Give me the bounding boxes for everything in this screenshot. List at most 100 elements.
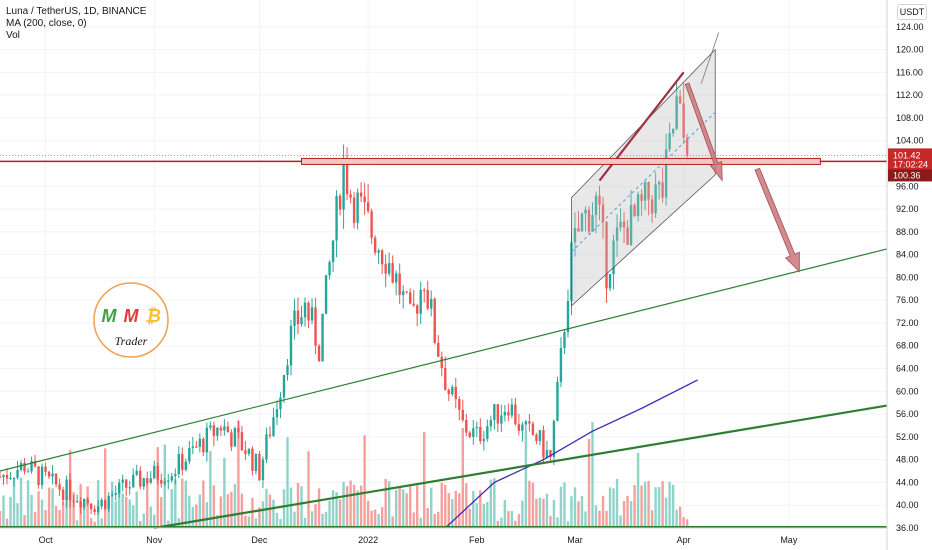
candle-body: [107, 495, 110, 509]
volume-bar: [181, 478, 184, 528]
time-axis[interactable]: Oct Nov Dec 2022 Feb Mar Apr May: [0, 527, 887, 545]
volume-bar: [398, 488, 401, 528]
volume-bar: [671, 484, 675, 528]
volume-bar: [321, 513, 324, 528]
candle-body: [587, 209, 591, 232]
volume-bar: [110, 481, 114, 528]
level-price-tag: [888, 169, 932, 182]
candle-body: [93, 509, 96, 513]
candle-body: [454, 386, 457, 400]
candle-body: [331, 240, 335, 263]
volume-bar: [160, 497, 163, 528]
candle-body: [524, 421, 528, 425]
candle-body: [100, 499, 103, 507]
volume-bar: [30, 494, 33, 528]
volume-bar: [345, 486, 349, 528]
candle-body: [30, 460, 33, 472]
candle-body: [254, 453, 258, 472]
volume-bar: [19, 477, 23, 528]
candle-body: [531, 423, 535, 435]
time-tick-label: Dec: [251, 535, 268, 545]
volume-bar: [89, 518, 93, 528]
candle-body: [664, 149, 668, 198]
candle-body: [377, 250, 380, 253]
candle-body: [272, 417, 275, 436]
volume-bar: [156, 447, 159, 528]
candle-body: [293, 310, 296, 326]
price-tick-label: 108.00: [896, 113, 924, 123]
candle-body: [258, 453, 261, 481]
logo-circle: [93, 282, 169, 358]
volume-bar: [387, 481, 391, 528]
candle-body: [219, 427, 223, 431]
candle-body: [426, 289, 429, 309]
volume-bar: [132, 505, 135, 528]
volume-bar: [142, 513, 145, 528]
candle-body: [132, 474, 135, 488]
volume-bar: [426, 508, 429, 528]
volume-bar: [289, 487, 293, 528]
candle-body: [96, 506, 100, 513]
volume-bar: [549, 515, 552, 528]
volume-bar: [475, 503, 479, 528]
candle-body: [577, 228, 580, 232]
volume-bar: [279, 518, 282, 528]
candle-body: [479, 427, 482, 442]
ma-indicator-label[interactable]: MA (200, close, 0): [6, 18, 87, 29]
candle-body: [559, 347, 563, 382]
candle-body: [682, 103, 685, 138]
volume-bar: [394, 489, 398, 528]
volume-bar: [121, 493, 124, 528]
price-tick-label: 72.00: [896, 318, 919, 328]
volume-bar: [657, 487, 661, 528]
candle-body: [440, 356, 443, 368]
candle-body: [465, 420, 468, 433]
volume-bar: [47, 487, 51, 528]
volume-bar: [612, 488, 615, 528]
volume-bar: [556, 517, 559, 528]
candle-body: [591, 214, 594, 232]
volume-bar: [496, 520, 500, 528]
candle-body: [86, 498, 89, 504]
volume-indicator-label[interactable]: Vol: [6, 30, 20, 41]
candle-body: [251, 448, 254, 472]
candle-body: [517, 424, 521, 431]
volume-bar: [219, 496, 223, 528]
candle-body: [451, 386, 454, 395]
volume-bar: [647, 481, 650, 528]
volume-bar: [128, 499, 131, 528]
volume-bar: [114, 501, 117, 528]
volume-bar: [9, 496, 12, 528]
candle-body: [324, 275, 328, 314]
candle-body: [552, 420, 556, 457]
price-tick-label: 88.00: [896, 227, 919, 237]
price-tick-label: 36.00: [896, 523, 919, 533]
volume-bar: [293, 511, 296, 528]
time-tick-label: Apr: [677, 535, 691, 545]
volume-bar: [366, 500, 370, 528]
candle-body: [237, 428, 240, 433]
currency-button[interactable]: USDT: [897, 4, 927, 20]
volume-bar: [184, 480, 188, 528]
logo-letter: M: [102, 306, 118, 326]
candle-body: [594, 195, 598, 215]
volume-bar: [54, 505, 58, 528]
volume-bar: [282, 489, 286, 528]
candle-body: [650, 199, 654, 214]
candle-body: [447, 389, 450, 395]
symbol-title[interactable]: Luna / TetherUS, 1D, BINANCE: [6, 6, 147, 17]
resistance-zone: [301, 157, 821, 165]
volume-bar: [100, 518, 103, 528]
price-axis[interactable]: 124.00 120.00 116.00 112.00 108.00 104.00 96.0…: [886, 0, 924, 550]
volume-bar: [538, 497, 542, 528]
volume-bar: [629, 501, 633, 528]
breakout-arrow: [700, 32, 720, 84]
volume-bar: [640, 485, 643, 528]
candle-body: [163, 481, 166, 484]
volume-bar: [356, 490, 359, 528]
candle-body: [647, 182, 650, 200]
short-down-arrow-shape: [684, 82, 723, 182]
volume-bar: [580, 496, 584, 528]
volume-bar: [338, 499, 342, 528]
